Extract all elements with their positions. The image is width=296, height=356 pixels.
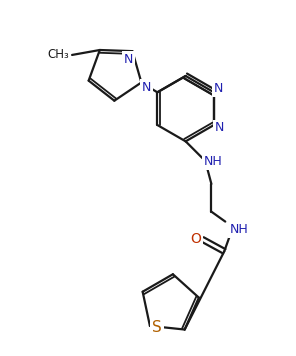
Text: O: O xyxy=(190,232,201,246)
Text: CH₃: CH₃ xyxy=(47,48,69,62)
Text: S: S xyxy=(152,320,162,335)
Text: NH: NH xyxy=(204,155,223,168)
Text: N: N xyxy=(142,81,151,94)
Text: N: N xyxy=(214,82,223,95)
Text: NH: NH xyxy=(230,223,249,236)
Text: N: N xyxy=(124,53,133,66)
Text: N: N xyxy=(215,121,225,135)
